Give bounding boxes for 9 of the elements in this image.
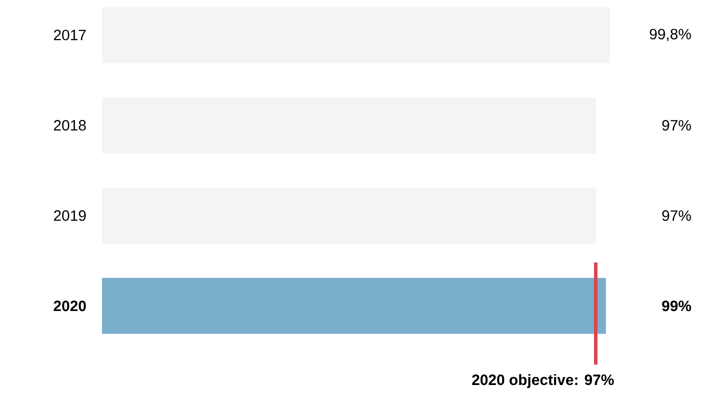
y-tick-label: 2017 — [54, 30, 86, 40]
ref-line-label: 2020 objective: 97% — [472, 374, 614, 388]
data-label: 97% — [662, 210, 691, 221]
y-tick-label: 2020 — [54, 300, 86, 312]
y-tick-label: 2018 — [54, 120, 86, 131]
data-label: 99,8% — [650, 28, 691, 42]
data-label: 97% — [662, 120, 691, 131]
y-tick-label: 2019 — [54, 210, 86, 221]
data-label: 99% — [662, 300, 692, 312]
